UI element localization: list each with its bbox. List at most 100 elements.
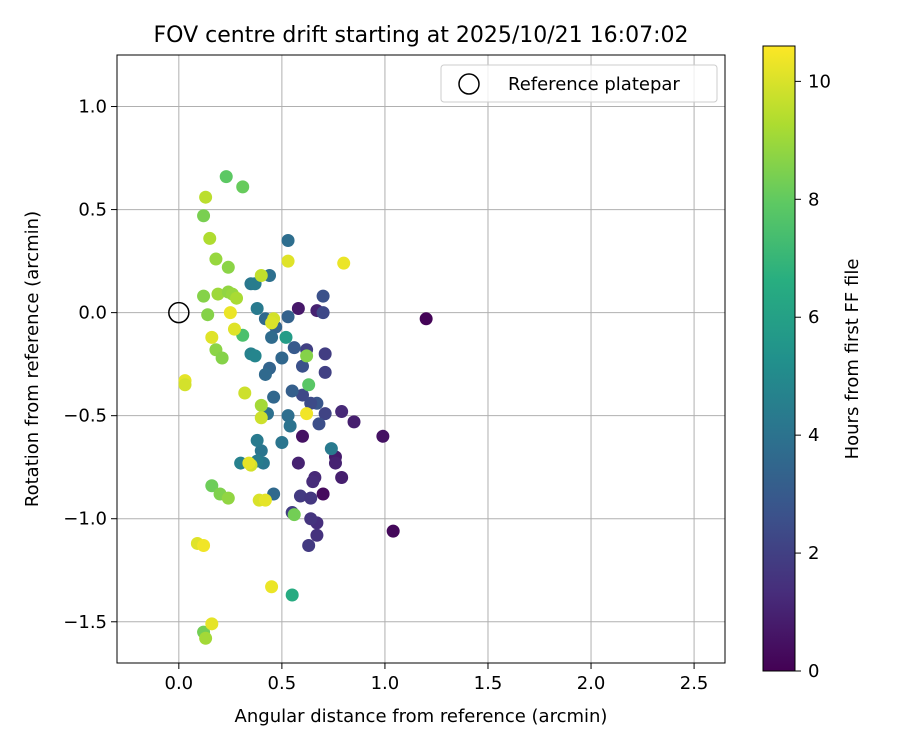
- data-point: [279, 330, 293, 344]
- data-point: [209, 252, 223, 266]
- data-point: [291, 456, 305, 470]
- data-point: [337, 256, 351, 270]
- data-point: [258, 367, 272, 381]
- data-point: [287, 341, 301, 355]
- y-tick-label: 0.5: [78, 200, 107, 221]
- y-tick-label: −0.5: [63, 406, 107, 427]
- data-point: [281, 233, 295, 247]
- data-point: [312, 417, 326, 431]
- data-point: [291, 302, 305, 316]
- data-point: [211, 287, 225, 301]
- legend-reference-marker: [458, 73, 480, 95]
- data-point: [223, 306, 237, 320]
- data-point: [197, 209, 211, 223]
- x-axis-label: Angular distance from reference (arcmin): [235, 706, 608, 727]
- data-point: [300, 349, 314, 363]
- data-point: [242, 456, 256, 470]
- data-point: [197, 539, 211, 553]
- data-point: [335, 471, 349, 485]
- data-point: [221, 491, 235, 505]
- data-point: [302, 539, 316, 553]
- data-point: [318, 407, 332, 421]
- data-point: [254, 444, 268, 458]
- x-tick-label: 2.0: [577, 673, 606, 694]
- x-tick-label: 0.0: [165, 673, 194, 694]
- x-tick-label: 1.0: [371, 673, 400, 694]
- data-point: [419, 312, 433, 326]
- data-point: [221, 260, 235, 274]
- data-point: [197, 289, 211, 303]
- legend-box: [440, 64, 718, 103]
- data-point: [386, 524, 400, 538]
- data-point: [316, 487, 330, 501]
- data-point: [265, 330, 279, 344]
- y-tick-label: −1.0: [63, 509, 107, 530]
- data-point: [300, 407, 314, 421]
- colorbar-label: Hours from first FF file: [842, 259, 863, 460]
- x-axis-ticks: 0.0 0.5 1.0 1.5 2.0 2.5: [165, 663, 709, 694]
- data-point: [283, 419, 297, 433]
- data-point: [199, 190, 213, 204]
- reference-marker-layer: [168, 301, 190, 324]
- data-point: [318, 365, 332, 379]
- data-point: [203, 231, 217, 245]
- colorbar-tick-label: 2: [808, 543, 819, 564]
- data-point: [302, 378, 316, 392]
- y-tick-label: −1.5: [63, 612, 107, 633]
- data-point: [281, 254, 295, 268]
- colorbar-tick-label: 6: [808, 307, 819, 328]
- data-point: [215, 351, 229, 365]
- data-point: [304, 396, 318, 410]
- colorbar-ticks: 0 2 4 6 8 10: [795, 71, 831, 682]
- colorbar-gradient: [762, 45, 796, 672]
- data-point: [254, 269, 268, 283]
- data-point: [258, 493, 272, 507]
- data-point: [281, 409, 295, 423]
- data-point: [254, 411, 268, 425]
- data-point: [285, 588, 299, 602]
- data-point: [316, 306, 330, 320]
- data-point: [238, 386, 252, 400]
- data-point: [236, 180, 250, 194]
- y-tick-label: 1.0: [78, 97, 107, 118]
- data-point: [250, 433, 264, 447]
- x-tick-label: 1.5: [474, 673, 503, 694]
- data-point: [316, 289, 330, 303]
- data-point: [295, 359, 309, 373]
- data-point: [304, 491, 318, 505]
- legend-label: Reference platepar: [508, 74, 680, 95]
- data-point: [304, 512, 318, 526]
- colorbar-tick-label: 4: [808, 425, 819, 446]
- data-point: [295, 429, 309, 443]
- data-point: [201, 308, 215, 322]
- data-point: [199, 631, 213, 645]
- data-point: [287, 508, 301, 522]
- grid: [117, 55, 725, 663]
- y-tick-label: 0.0: [78, 303, 107, 324]
- data-point: [275, 435, 289, 449]
- data-point: [205, 479, 219, 493]
- data-point: [328, 456, 342, 470]
- x-tick-label: 0.5: [268, 673, 297, 694]
- colorbar-tick-label: 10: [808, 71, 831, 92]
- plot-frame: [116, 54, 726, 664]
- data-point: [265, 580, 279, 594]
- y-axis-ticks: 1.0 0.5 0.0 −0.5 −1.0 −1.5: [63, 97, 117, 633]
- data-point: [265, 316, 279, 330]
- data-point: [306, 475, 320, 489]
- data-point: [254, 398, 268, 412]
- chart-title: FOV centre drift starting at 2025/10/21 …: [154, 23, 689, 48]
- data-point: [248, 349, 262, 363]
- data-point: [205, 330, 219, 344]
- data-point: [178, 378, 192, 392]
- legend: Reference platepar: [440, 64, 718, 103]
- y-axis-label: Rotation from reference (arcmin): [22, 211, 43, 507]
- data-point: [324, 442, 338, 456]
- x-tick-label: 2.5: [680, 673, 709, 694]
- data-point: [318, 347, 332, 361]
- colorbar-tick-label: 8: [808, 189, 819, 210]
- data-point: [347, 415, 361, 429]
- data-point: [295, 388, 309, 402]
- data-point: [275, 351, 289, 365]
